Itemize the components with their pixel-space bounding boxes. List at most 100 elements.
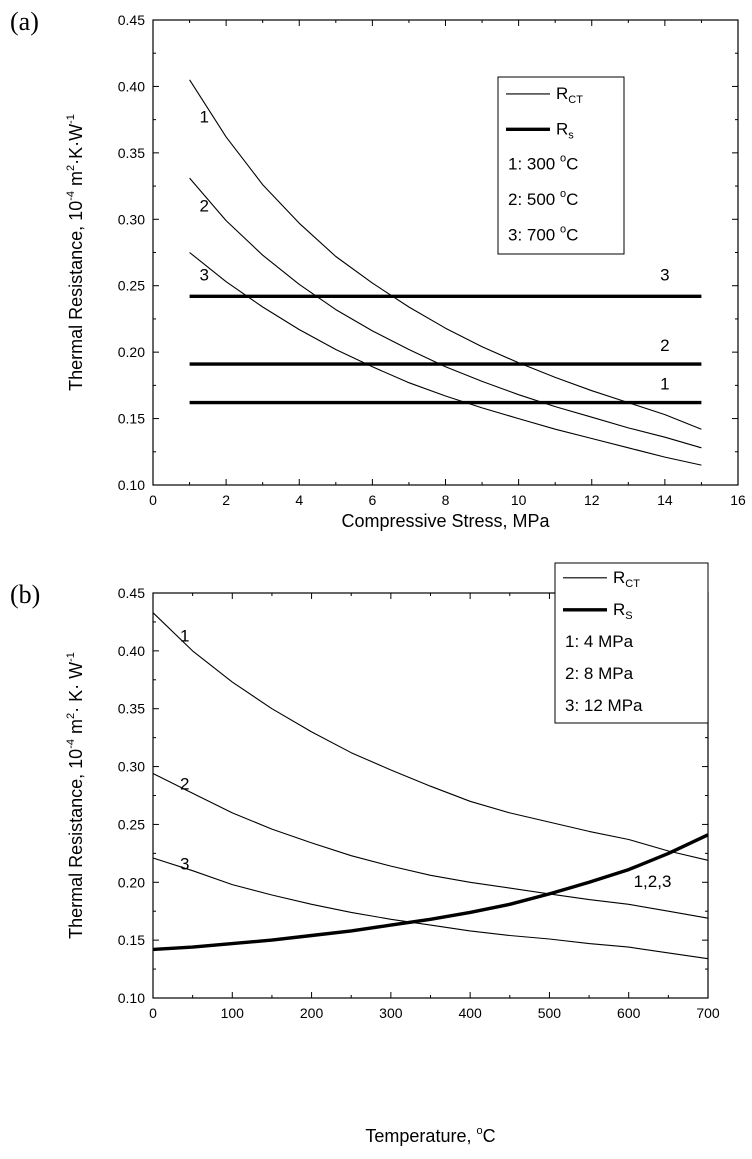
y-axis-title-unit-tail: ·K·W [66,124,86,165]
legend-entry: RCT [613,568,640,590]
legend-box [554,562,709,724]
series-line-r-ct-1 [152,612,709,861]
curve-label: 1 [660,374,669,393]
y-axis-title-text: Thermal Resistance, 10 [66,201,86,391]
legend-entry-tail: C [566,155,578,174]
x-tick-label: 300 [379,1005,403,1021]
legend-entry: 3: 700 oC [508,224,578,245]
y-tick-label: 0.45 [118,585,145,601]
y-axis-title-exp2: 2 [65,165,77,171]
x-tick-label: 600 [617,1005,641,1021]
y-axis-title-exp2: 2 [65,713,77,719]
legend-entry: 2: 500 oC [508,188,578,209]
x-tick-label: 100 [221,1005,245,1021]
legend-entry-label: 2: 8 MPa [565,664,634,683]
x-tick-label: 4 [295,492,303,508]
x-axis-title: Temperature, oC [365,1125,495,1146]
legend-entry-label: 1: 4 MPa [565,632,634,651]
legend-entry-sub: s [568,129,574,141]
y-tick-label: 0.25 [118,278,145,294]
curve-label: 3 [660,265,669,284]
y-tick-label: 0.10 [118,990,145,1006]
plot-frame [152,19,739,486]
series-line-r-ct-2 [152,773,709,919]
legend-entry-label: R [556,119,568,138]
legend-entry: 1: 300 oC [508,153,578,174]
legend-entry: 2: 8 MPa [565,664,634,683]
legend-box [497,76,625,255]
y-axis-title: Thermal Resistance, 10-4 m2· K· W-1 [65,652,86,939]
x-tick-label: 10 [511,492,527,508]
y-tick-label: 0.15 [118,411,145,427]
panel-label: (b) [10,580,40,609]
curve-label: 3 [180,855,189,874]
curve-label: 2 [180,775,189,794]
legend-entry-sub: S [625,610,632,622]
legend-entry-label: 3: 12 MPa [565,696,643,715]
y-axis-title-text: Thermal Resistance, 10 [66,749,86,939]
y-axis-title-unit-tail: · K· W [66,662,86,713]
x-tick-label: 400 [458,1005,482,1021]
legend-entry-label: 2: 500 [508,190,560,209]
x-tick-label: 500 [538,1005,562,1021]
legend-entry: 3: 12 MPa [565,696,643,715]
y-axis-title-exp: -4 [65,191,77,201]
y-axis-title: Thermal Resistance, 10-4 m2·K·W-1 [65,114,86,391]
x-axis-title-tail: C [483,1126,496,1146]
y-tick-label: 0.40 [118,78,145,94]
curve-label: 2 [199,196,208,215]
x-axis-title-sup: o [476,1125,482,1137]
legend-entry-sub: CT [568,94,583,106]
x-tick-label: 700 [696,1005,720,1021]
y-tick-label: 0.20 [118,344,145,360]
curve-label: 3 [199,265,208,284]
legend-entry-tail: C [566,226,578,245]
panel-label: (a) [10,7,39,36]
legend-entry: Rs [556,119,574,141]
y-tick-label: 0.30 [118,759,145,775]
legend-entry: 1: 4 MPa [565,632,634,651]
x-axis-title: Compressive Stress, MPa [341,511,550,531]
curve-label: 1 [180,627,189,646]
legend-entry: RCT [556,84,583,106]
x-tick-label: 6 [368,492,376,508]
x-tick-label: 16 [730,492,746,508]
y-tick-label: 0.20 [118,874,145,890]
chart-panel-b: (b) 0 100 200 300 400 500 600 700 0.10 0.15 0.20 0.2… [10,562,720,1146]
series-line-r-ct-3 [189,252,702,466]
legend-entry-sup: o [560,188,566,200]
y-axis-title-exp3: -1 [65,114,77,124]
curve-label: 1,2,3 [634,872,672,891]
x-tick-label: 0 [149,1005,157,1021]
y-tick-label: 0.15 [118,932,145,948]
y-tick-label: 0.25 [118,816,145,832]
x-tick-label: 12 [584,492,600,508]
curve-label: 1 [199,107,208,126]
legend-entry-label: R [556,84,568,103]
legend-entry-sup: o [560,153,566,165]
legend-entry-tail: C [566,190,578,209]
y-tick-label: 0.40 [118,643,145,659]
y-axis-title-unit: m [66,719,86,739]
x-tick-label: 8 [442,492,450,508]
legend-entry-sup: o [560,224,566,236]
x-tick-label: 0 [149,492,157,508]
legend-entry-label: R [613,600,625,619]
series-line-r-ct-1 [189,79,702,430]
legend-entry-label: R [613,568,625,587]
x-axis-title-text: Compressive Stress, MPa [341,511,550,531]
legend-entry-label: 1: 300 [508,155,560,174]
y-tick-label: 0.35 [118,145,145,161]
series-line-r-ct-3 [152,857,709,960]
chart-panel-a: (a)0 2 4 6 8 10 12 14 160.100.150.200.250.300.35… [10,7,746,531]
y-tick-label: 0.35 [118,701,145,717]
x-tick-label: 2 [222,492,230,508]
y-tick-label: 0.45 [118,12,145,28]
y-tick-label: 0.10 [118,477,145,493]
y-tick-label: 0.30 [118,211,145,227]
x-axis-title-text: Temperature, [365,1126,476,1146]
legend-entry-label: 3: 700 [508,226,560,245]
